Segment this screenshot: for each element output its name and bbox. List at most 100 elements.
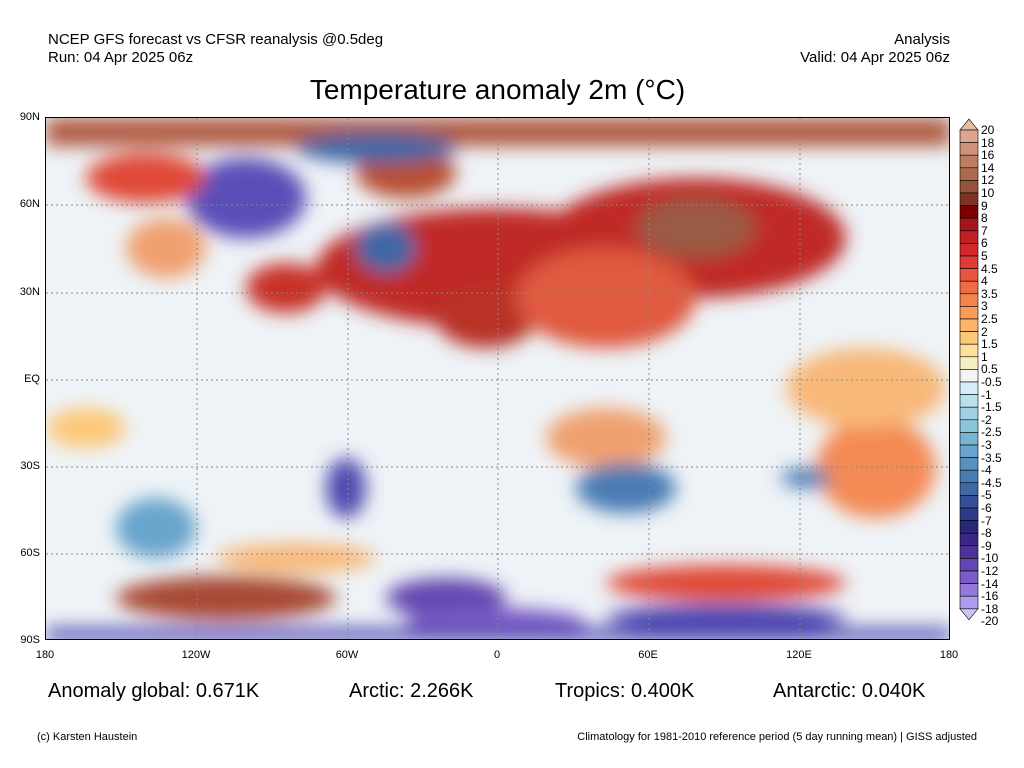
colorbar-bin	[959, 167, 979, 181]
colorbar-bin	[959, 129, 979, 143]
colorbar-bin	[959, 343, 979, 358]
colorbar-tick-label: -6	[981, 501, 992, 515]
colorbar-bin	[959, 154, 979, 169]
colorbar-bin	[959, 394, 979, 408]
colorbar-tick-label: 10	[981, 186, 995, 200]
colorbar-tick-label: -20	[981, 614, 999, 629]
tropics-anomaly: Tropics: 0.400K	[555, 680, 695, 702]
colorbar-tick-label: -8	[981, 526, 992, 541]
colorbar-bin	[959, 192, 979, 206]
colorbar-tick-label: -14	[981, 576, 999, 591]
colorbar-bin	[959, 495, 979, 509]
colorbar-tick-label: 8	[981, 211, 988, 226]
colorbar-tick-label: 1.5	[981, 337, 998, 352]
colorbar-bin	[959, 318, 979, 332]
colorbar-bin	[959, 595, 979, 610]
lon-label: 180	[939, 649, 959, 661]
colorbar-bin	[959, 331, 979, 345]
colorbar-tick-label: -4	[981, 463, 992, 478]
colorbar-bin	[959, 444, 979, 458]
colorbar-bin	[959, 217, 979, 232]
colorbar-tick-label: 9	[981, 198, 988, 213]
colorbar-tick-label: -2	[981, 412, 992, 427]
colorbar-tick-label: -7	[981, 513, 992, 528]
colorbar-tick-label: 0.5	[981, 362, 998, 377]
colorbar-bin	[959, 419, 979, 433]
colorbar-bin	[959, 280, 979, 295]
anomaly-map	[45, 117, 950, 640]
colorbar-bin	[959, 268, 979, 282]
colorbar-bin	[959, 255, 979, 269]
colorbar-bin	[959, 142, 979, 156]
colorbar-tick-label: 3	[981, 299, 988, 314]
colorbar-bin	[959, 205, 979, 219]
colorbar-tick-label: 18	[981, 135, 995, 150]
lat-label: 60N	[19, 198, 40, 210]
colorbar-bin	[959, 558, 979, 572]
colorbar-bin	[959, 570, 979, 584]
colorbar-tick-label: 14	[981, 160, 995, 175]
colorbar-tick-label: -5	[981, 488, 992, 503]
lat-label: 90N	[19, 111, 40, 123]
colorbar-tick-label: 3.5	[981, 286, 998, 301]
colorbar-tick-label: 2.5	[981, 312, 998, 326]
colorbar-bin	[959, 457, 979, 471]
colorbar-tick-label: -4.5	[981, 475, 1002, 490]
colorbar-bin	[959, 406, 979, 421]
lon-label: 180	[35, 649, 55, 661]
colorbar-tick-label: -10	[981, 551, 999, 566]
colorbar-tick-label: 20	[981, 123, 995, 137]
arctic-anomaly: Arctic: 2.266K	[349, 680, 474, 702]
colorbar-tick-label: 4.5	[981, 261, 998, 276]
colorbar-bin	[959, 507, 979, 521]
colorbar	[959, 118, 979, 621]
colorbar-tick-label: -0.5	[981, 375, 1002, 389]
lat-label: 30N	[19, 286, 40, 298]
colorbar-tick-label: 6	[981, 236, 988, 251]
lat-label: EQ	[24, 373, 40, 385]
colorbar-tick-label: 12	[981, 173, 995, 188]
colorbar-tick-label: -1.5	[981, 400, 1002, 415]
lon-label: 60W	[335, 649, 359, 661]
colorbar-tick-label: 16	[981, 148, 995, 163]
run-time: Run: 04 Apr 2025 06z	[48, 49, 194, 66]
colorbar-tick-label: -18	[981, 601, 999, 616]
global-anomaly: Anomaly global: 0.671K	[48, 680, 260, 702]
model-title: NCEP GFS forecast vs CFSR reanalysis @0.…	[48, 31, 384, 48]
colorbar-bin	[959, 520, 979, 534]
map-title: Temperature anomaly 2m (°C)	[309, 74, 686, 105]
colorbar-tick-label: 4	[981, 274, 988, 289]
colorbar-tick-label: -3	[981, 438, 992, 452]
colorbar-tick-label: -1	[981, 387, 992, 402]
colorbar-bin	[959, 369, 979, 383]
lat-label: 30S	[20, 460, 40, 472]
colorbar-tick-label: -2.5	[981, 425, 1002, 440]
colorbar-bin	[959, 230, 979, 244]
colorbar-tick-label: 1	[981, 349, 988, 364]
lon-label: 0	[493, 649, 501, 661]
colorbar-tick-label: -16	[981, 589, 999, 604]
colorbar-bin	[959, 243, 979, 257]
climatology-note: Climatology for 1981-2010 reference peri…	[577, 731, 977, 743]
colorbar-tick-label: -9	[981, 538, 992, 553]
colorbar-bin	[959, 608, 979, 621]
colorbar-tick-label: -12	[981, 564, 999, 578]
colorbar-bin	[959, 381, 979, 395]
colorbar-bin	[959, 180, 979, 194]
colorbar-bin	[959, 469, 979, 484]
colorbar-bin	[959, 356, 979, 370]
antarctic-anomaly: Antarctic: 0.040K	[773, 680, 926, 702]
colorbar-bin	[959, 118, 979, 131]
analysis-label: Analysis	[894, 31, 950, 48]
colorbar-tick-label: -3.5	[981, 450, 1002, 465]
colorbar-tick-label: 7	[981, 223, 988, 238]
lon-label: 120E	[786, 649, 812, 661]
colorbar-bin	[959, 306, 979, 320]
colorbar-bin	[959, 532, 979, 547]
lat-label: 90S	[20, 634, 40, 646]
lon-label: 60E	[638, 649, 658, 661]
valid-time: Valid: 04 Apr 2025 06z	[800, 49, 950, 66]
colorbar-bin	[959, 583, 979, 597]
anomaly-field	[46, 118, 949, 639]
